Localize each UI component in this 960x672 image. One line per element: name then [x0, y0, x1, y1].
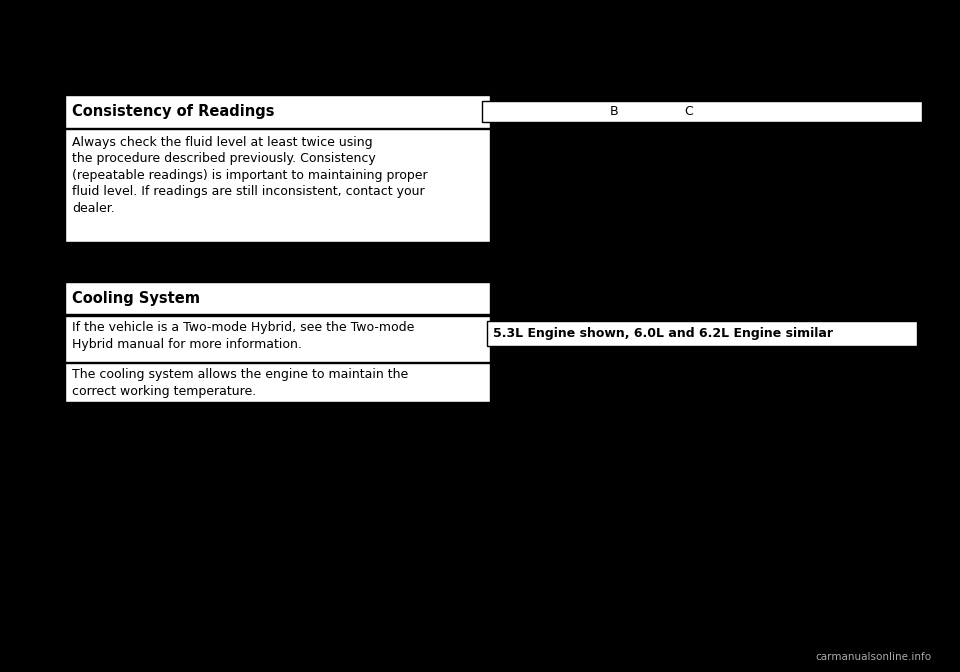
Text: The cooling system allows the engine to maintain the
correct working temperature: The cooling system allows the engine to … — [72, 368, 408, 398]
Text: Always check the fluid level at least twice using
the procedure described previo: Always check the fluid level at least tw… — [72, 136, 427, 215]
FancyBboxPatch shape — [65, 95, 490, 128]
FancyBboxPatch shape — [65, 363, 490, 402]
FancyBboxPatch shape — [65, 316, 490, 362]
Text: Consistency of Readings: Consistency of Readings — [72, 104, 275, 119]
Text: B: B — [610, 105, 618, 118]
Text: Cooling System: Cooling System — [72, 291, 200, 306]
Text: C: C — [684, 105, 693, 118]
Text: carmanualsonline.info: carmanualsonline.info — [815, 652, 931, 662]
Text: 5.3L Engine shown, 6.0L and 6.2L Engine similar: 5.3L Engine shown, 6.0L and 6.2L Engine … — [493, 327, 833, 340]
FancyBboxPatch shape — [65, 129, 490, 242]
FancyBboxPatch shape — [487, 321, 917, 346]
FancyBboxPatch shape — [482, 101, 922, 122]
FancyBboxPatch shape — [65, 282, 490, 314]
Text: If the vehicle is a Two-mode Hybrid, see the Two-mode
Hybrid manual for more inf: If the vehicle is a Two-mode Hybrid, see… — [72, 321, 415, 351]
